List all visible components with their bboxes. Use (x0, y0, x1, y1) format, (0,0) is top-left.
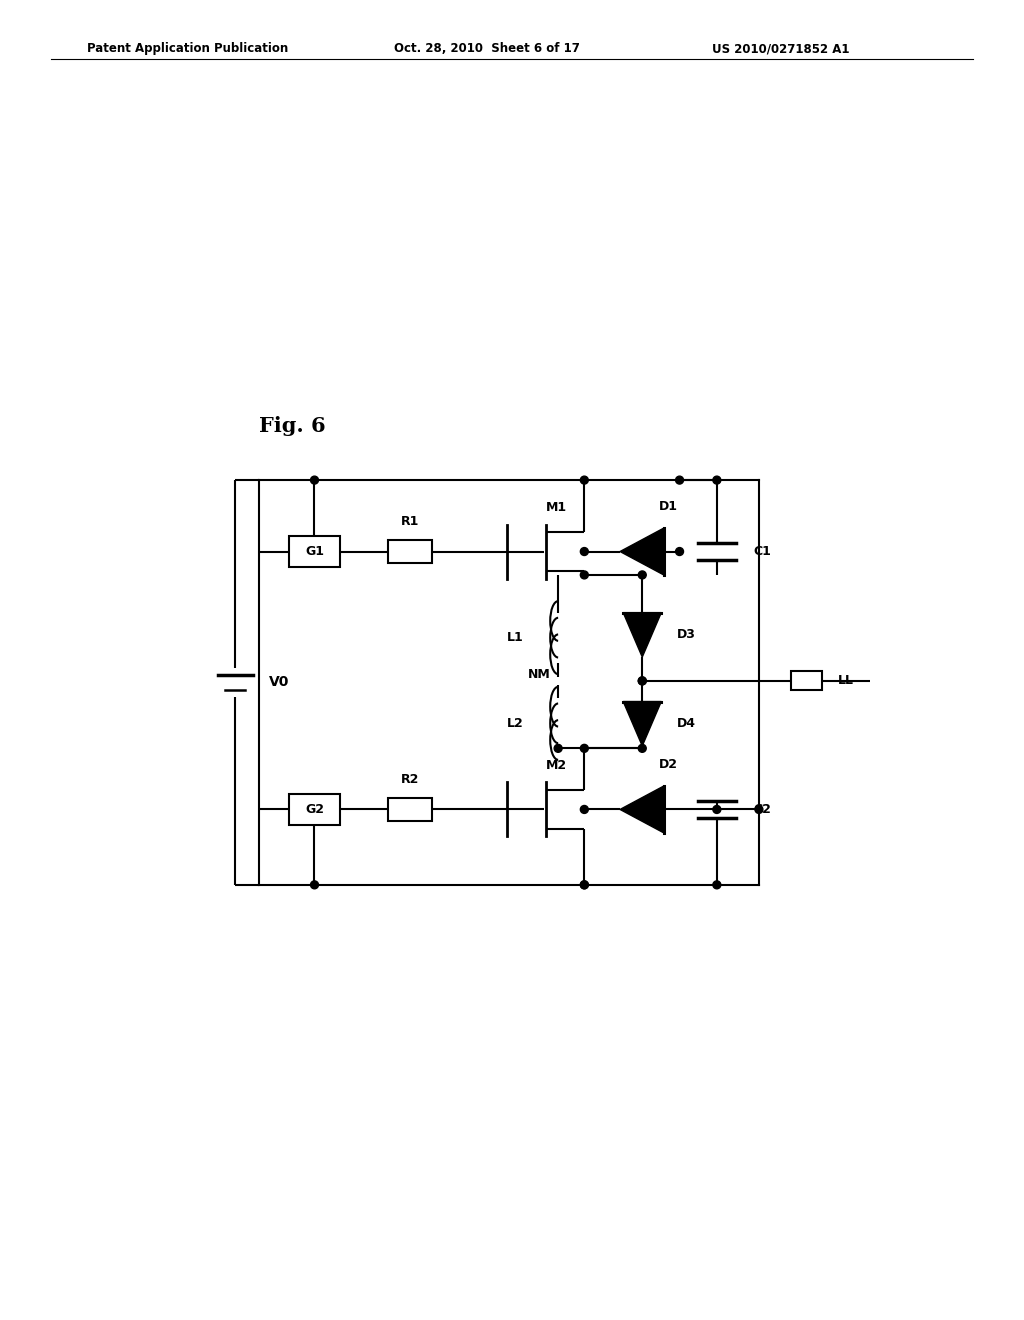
Text: G2: G2 (305, 803, 324, 816)
Circle shape (581, 744, 588, 752)
Circle shape (581, 880, 588, 888)
Circle shape (676, 477, 684, 484)
Text: V0: V0 (268, 676, 289, 689)
Bar (388, 540, 431, 564)
Circle shape (554, 744, 562, 752)
Text: LL: LL (838, 675, 853, 688)
Polygon shape (624, 612, 662, 657)
Polygon shape (624, 701, 662, 746)
Text: L1: L1 (507, 631, 524, 644)
Bar (388, 797, 431, 821)
Circle shape (581, 477, 588, 484)
Polygon shape (620, 785, 665, 833)
Text: Fig. 6: Fig. 6 (259, 416, 326, 437)
Text: M2: M2 (546, 759, 567, 771)
Circle shape (638, 677, 646, 685)
Text: R2: R2 (400, 772, 419, 785)
Circle shape (676, 548, 684, 556)
Text: D1: D1 (658, 500, 678, 513)
Bar (792, 672, 821, 690)
Text: C2: C2 (754, 803, 771, 816)
Text: R1: R1 (400, 515, 419, 528)
Text: D4: D4 (677, 717, 696, 730)
Text: L2: L2 (507, 717, 524, 730)
Circle shape (310, 477, 318, 484)
Text: Patent Application Publication: Patent Application Publication (87, 42, 289, 55)
Text: D2: D2 (658, 759, 678, 771)
Circle shape (638, 572, 646, 579)
Circle shape (581, 572, 588, 579)
Text: Oct. 28, 2010  Sheet 6 of 17: Oct. 28, 2010 Sheet 6 of 17 (394, 42, 581, 55)
Circle shape (581, 805, 588, 813)
Circle shape (581, 548, 588, 556)
Text: G1: G1 (305, 545, 324, 558)
Circle shape (713, 477, 721, 484)
Text: NM: NM (527, 668, 550, 681)
Circle shape (581, 880, 588, 888)
Text: D3: D3 (677, 628, 696, 642)
Text: C1: C1 (754, 545, 771, 558)
Text: M1: M1 (546, 500, 567, 513)
Bar (289, 536, 340, 568)
Bar (289, 793, 340, 825)
Circle shape (755, 805, 763, 813)
Polygon shape (620, 528, 665, 576)
Text: US 2010/0271852 A1: US 2010/0271852 A1 (712, 42, 849, 55)
Circle shape (713, 805, 721, 813)
Circle shape (638, 677, 646, 685)
Circle shape (638, 744, 646, 752)
Circle shape (713, 880, 721, 888)
Circle shape (310, 880, 318, 888)
